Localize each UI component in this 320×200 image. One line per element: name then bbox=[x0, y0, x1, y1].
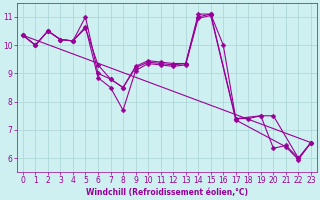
X-axis label: Windchill (Refroidissement éolien,°C): Windchill (Refroidissement éolien,°C) bbox=[86, 188, 248, 197]
